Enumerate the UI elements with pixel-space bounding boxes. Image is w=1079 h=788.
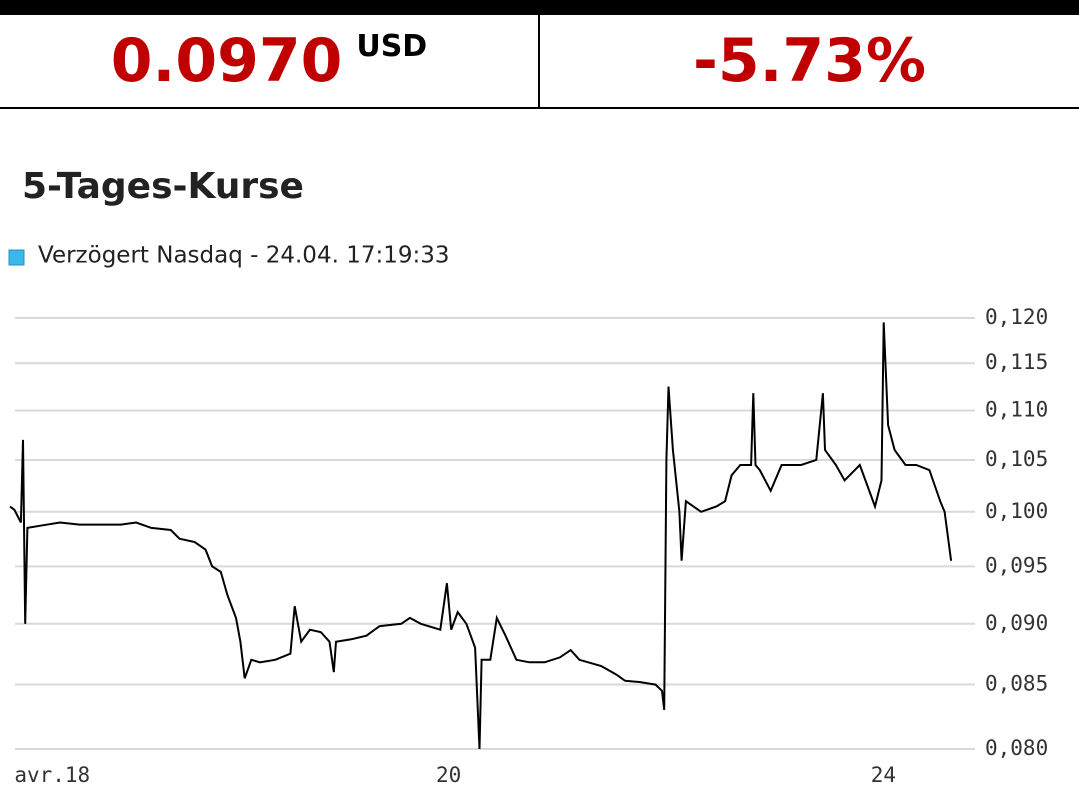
y-tick-label: 0,115: [985, 350, 1048, 374]
y-tick-label: 0,105: [985, 447, 1048, 471]
legend-label: Verzögert Nasdaq - 24.04. 17:19:33: [38, 243, 450, 269]
quote-header: 0.0970 USD -5.73%: [0, 15, 1079, 109]
x-tick-label: 24: [871, 763, 896, 787]
y-tick-label: 0,110: [985, 397, 1048, 421]
y-tick-label: 0,095: [985, 553, 1048, 577]
change-cell: -5.73%: [540, 15, 1079, 107]
x-tick-label: 20: [436, 763, 461, 787]
y-tick-label: 0,090: [985, 611, 1048, 635]
top-bar: [0, 0, 1079, 15]
legend-marker: [8, 249, 25, 266]
y-tick-label: 0,100: [985, 499, 1048, 523]
currency: USD: [356, 29, 428, 64]
x-tick-label: avr.18: [14, 763, 90, 787]
price-cell: 0.0970 USD: [0, 15, 540, 107]
price: 0.0970: [110, 26, 343, 96]
price-line: [9, 322, 953, 750]
change: -5.73%: [692, 26, 927, 96]
y-tick-label: 0,080: [985, 736, 1048, 760]
y-tick-label: 0,120: [985, 305, 1048, 329]
chart-title: 5-Tages-Kurse: [22, 166, 304, 207]
y-tick-label: 0,085: [985, 672, 1048, 696]
